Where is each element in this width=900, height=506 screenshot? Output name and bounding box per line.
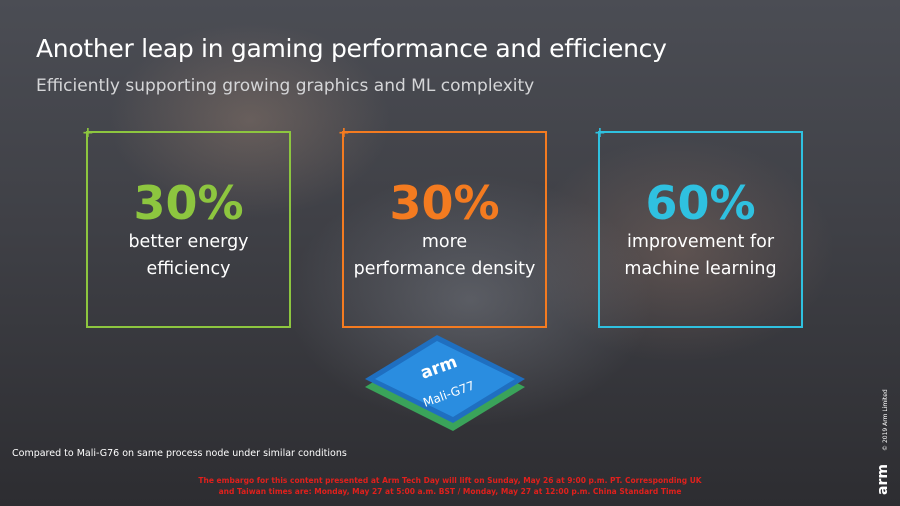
card-text: efficiency — [146, 259, 231, 279]
copyright: © 2019 Arm Limited — [882, 389, 889, 451]
card-text: more — [421, 232, 468, 252]
title: Another leap in gaming performance and e… — [36, 34, 667, 63]
card-text: machine learning — [624, 259, 777, 279]
embargo-line: The embargo for this content presented a… — [198, 476, 702, 485]
card-text: better energy — [128, 232, 249, 252]
card-text: performance density — [353, 259, 536, 279]
chip: arm Mali-G77 — [365, 335, 525, 431]
card-value: 30% — [389, 176, 500, 230]
embargo: The embargo for this content presented a… — [150, 475, 750, 497]
subtitle: Efficiently supporting growing graphics … — [36, 76, 535, 96]
card-value: 60% — [645, 176, 756, 230]
chip-face — [375, 341, 515, 417]
card: + 30% better energy efficiency — [82, 125, 291, 328]
side-brand: arm © 2019 Arm Limited — [872, 389, 891, 495]
embargo-line: and Taiwan times are: Monday, May 27 at … — [218, 487, 682, 496]
footnote: Compared to Mali-G76 on same process nod… — [12, 448, 347, 459]
plus-icon: + — [82, 125, 94, 141]
card: + 60% improvement for machine learning — [594, 125, 803, 328]
plus-icon: + — [594, 125, 606, 141]
card-value: 30% — [133, 176, 244, 230]
card: + 30% more performance density — [338, 125, 547, 328]
logo: arm — [875, 464, 891, 495]
plus-icon: + — [338, 125, 350, 141]
card-text: improvement for — [626, 232, 775, 252]
